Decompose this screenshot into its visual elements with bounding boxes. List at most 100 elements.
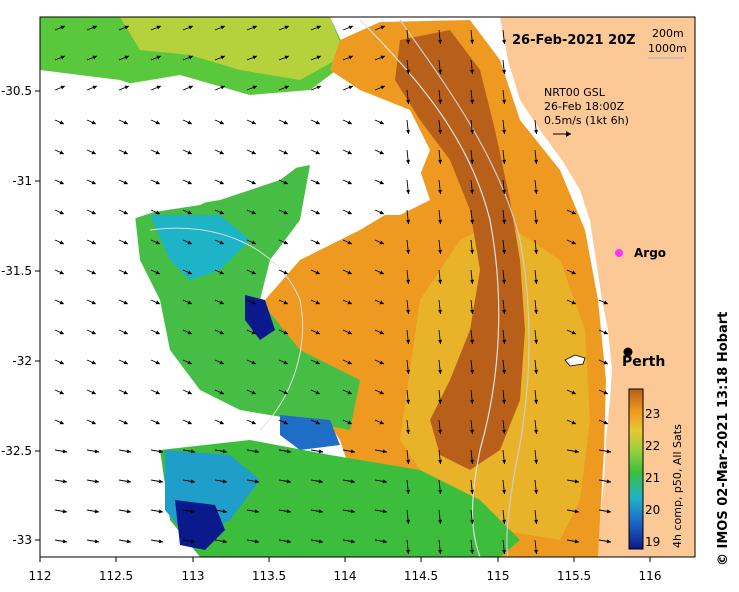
current-vector-head [438, 339, 443, 344]
current-vector-head [126, 539, 131, 544]
current-vector-head [534, 369, 539, 374]
current-vector-head [406, 249, 411, 254]
current-vector-head [603, 330, 608, 335]
current-vector-head [534, 429, 539, 434]
current-vector-head [603, 390, 608, 395]
current-vector-head [60, 25, 65, 30]
current-vector-head [187, 330, 192, 335]
current-vector-head [470, 219, 475, 224]
current-vector-head [188, 85, 193, 90]
current-vector-head [379, 420, 384, 425]
x-tick-label: 112.5 [99, 569, 133, 583]
current-vector-head [382, 479, 387, 484]
current-vector-head [406, 369, 411, 374]
x-tick-label: 114 [334, 569, 357, 583]
colorbar-tick-label: 21 [645, 471, 660, 485]
current-vector-head [252, 85, 257, 90]
current-vector-head [222, 509, 227, 514]
current-vector-head [62, 509, 67, 514]
current-vector-head [470, 279, 475, 284]
current-vector-head [603, 360, 608, 365]
current-vector-head [91, 210, 96, 215]
current-vector-head [91, 330, 96, 335]
current-vector-head [574, 479, 579, 484]
current-vector-head [406, 489, 411, 494]
current-vector-head [379, 330, 384, 335]
current-vector-head [347, 360, 352, 365]
current-vector-head [155, 150, 160, 155]
current-vector-head [219, 390, 224, 395]
current-vector-head [187, 270, 192, 275]
current-vector-head [379, 360, 384, 365]
current-vector-head [502, 399, 507, 404]
current-vector-head [92, 55, 97, 60]
current-vector-head [315, 210, 320, 215]
current-vector-field [54, 25, 612, 555]
current-vector-head [94, 449, 99, 454]
current-vector-head [251, 300, 256, 305]
y-tick-label: -33 [12, 533, 32, 547]
current-vector-head [155, 180, 160, 185]
sst-navy-south [175, 500, 225, 550]
current-vector-head [438, 459, 443, 464]
y-axis: -30.5 -31 -31.5 -32 -32.5 -33 [1, 84, 40, 547]
current-vector-head [470, 129, 475, 134]
current-vector-head [534, 129, 539, 134]
current-vector-head [91, 120, 96, 125]
current-vector-head [252, 25, 257, 30]
current-vector-head [126, 479, 131, 484]
colorbar [628, 388, 644, 550]
sst-hot-core [395, 30, 525, 470]
current-vector-head [315, 390, 320, 395]
current-vector-head [222, 539, 227, 544]
current-vector-head [379, 240, 384, 245]
current-vector-head [502, 309, 507, 314]
current-vector-head [470, 459, 475, 464]
current-vector-head [534, 339, 539, 344]
current-vector-head [470, 489, 475, 494]
y-tick-label: -32 [12, 354, 32, 368]
current-vector-head [406, 459, 411, 464]
current-vector-head [318, 509, 323, 514]
current-vector-head [502, 489, 507, 494]
current-vector-head [406, 69, 411, 74]
current-vector-head [438, 39, 443, 44]
current-vector-head [92, 25, 97, 30]
current-vector-head [470, 369, 475, 374]
current-vector-head [574, 449, 579, 454]
sst-yellow-north [120, 17, 345, 80]
current-vector-head [534, 249, 539, 254]
current-vector-head [187, 420, 192, 425]
current-vector-head [606, 449, 611, 454]
current-vector-head [155, 360, 160, 365]
current-vector-head [534, 489, 539, 494]
current-vector-head [251, 360, 256, 365]
current-vector-head [284, 25, 289, 30]
current-vector-head [502, 159, 507, 164]
current-vector-head [251, 270, 256, 275]
current-vector-head [318, 449, 323, 454]
current-vector-head [316, 25, 321, 30]
current-vector-head [219, 150, 224, 155]
current-vector-head [59, 300, 64, 305]
x-tick-label: 114.5 [404, 569, 438, 583]
current-vector-head [187, 150, 192, 155]
current-vector-head [123, 210, 128, 215]
current-vector-head [502, 279, 507, 284]
current-vector-head [91, 240, 96, 245]
current-vector-head [94, 539, 99, 544]
current-vector-head [219, 360, 224, 365]
colorbar-title: 4h comp, p50, All Sats [671, 424, 684, 548]
current-vector-head [534, 459, 539, 464]
current-vector-head [348, 85, 353, 90]
current-vector-head [350, 539, 355, 544]
current-vector-head [254, 449, 259, 454]
current-vector-head [315, 150, 320, 155]
current-vector-head [470, 159, 475, 164]
current-vector-head [315, 330, 320, 335]
current-vector-head [470, 69, 475, 74]
current-vector-head [438, 189, 443, 194]
current-vector-head [574, 509, 579, 514]
current-vector-head [155, 210, 160, 215]
